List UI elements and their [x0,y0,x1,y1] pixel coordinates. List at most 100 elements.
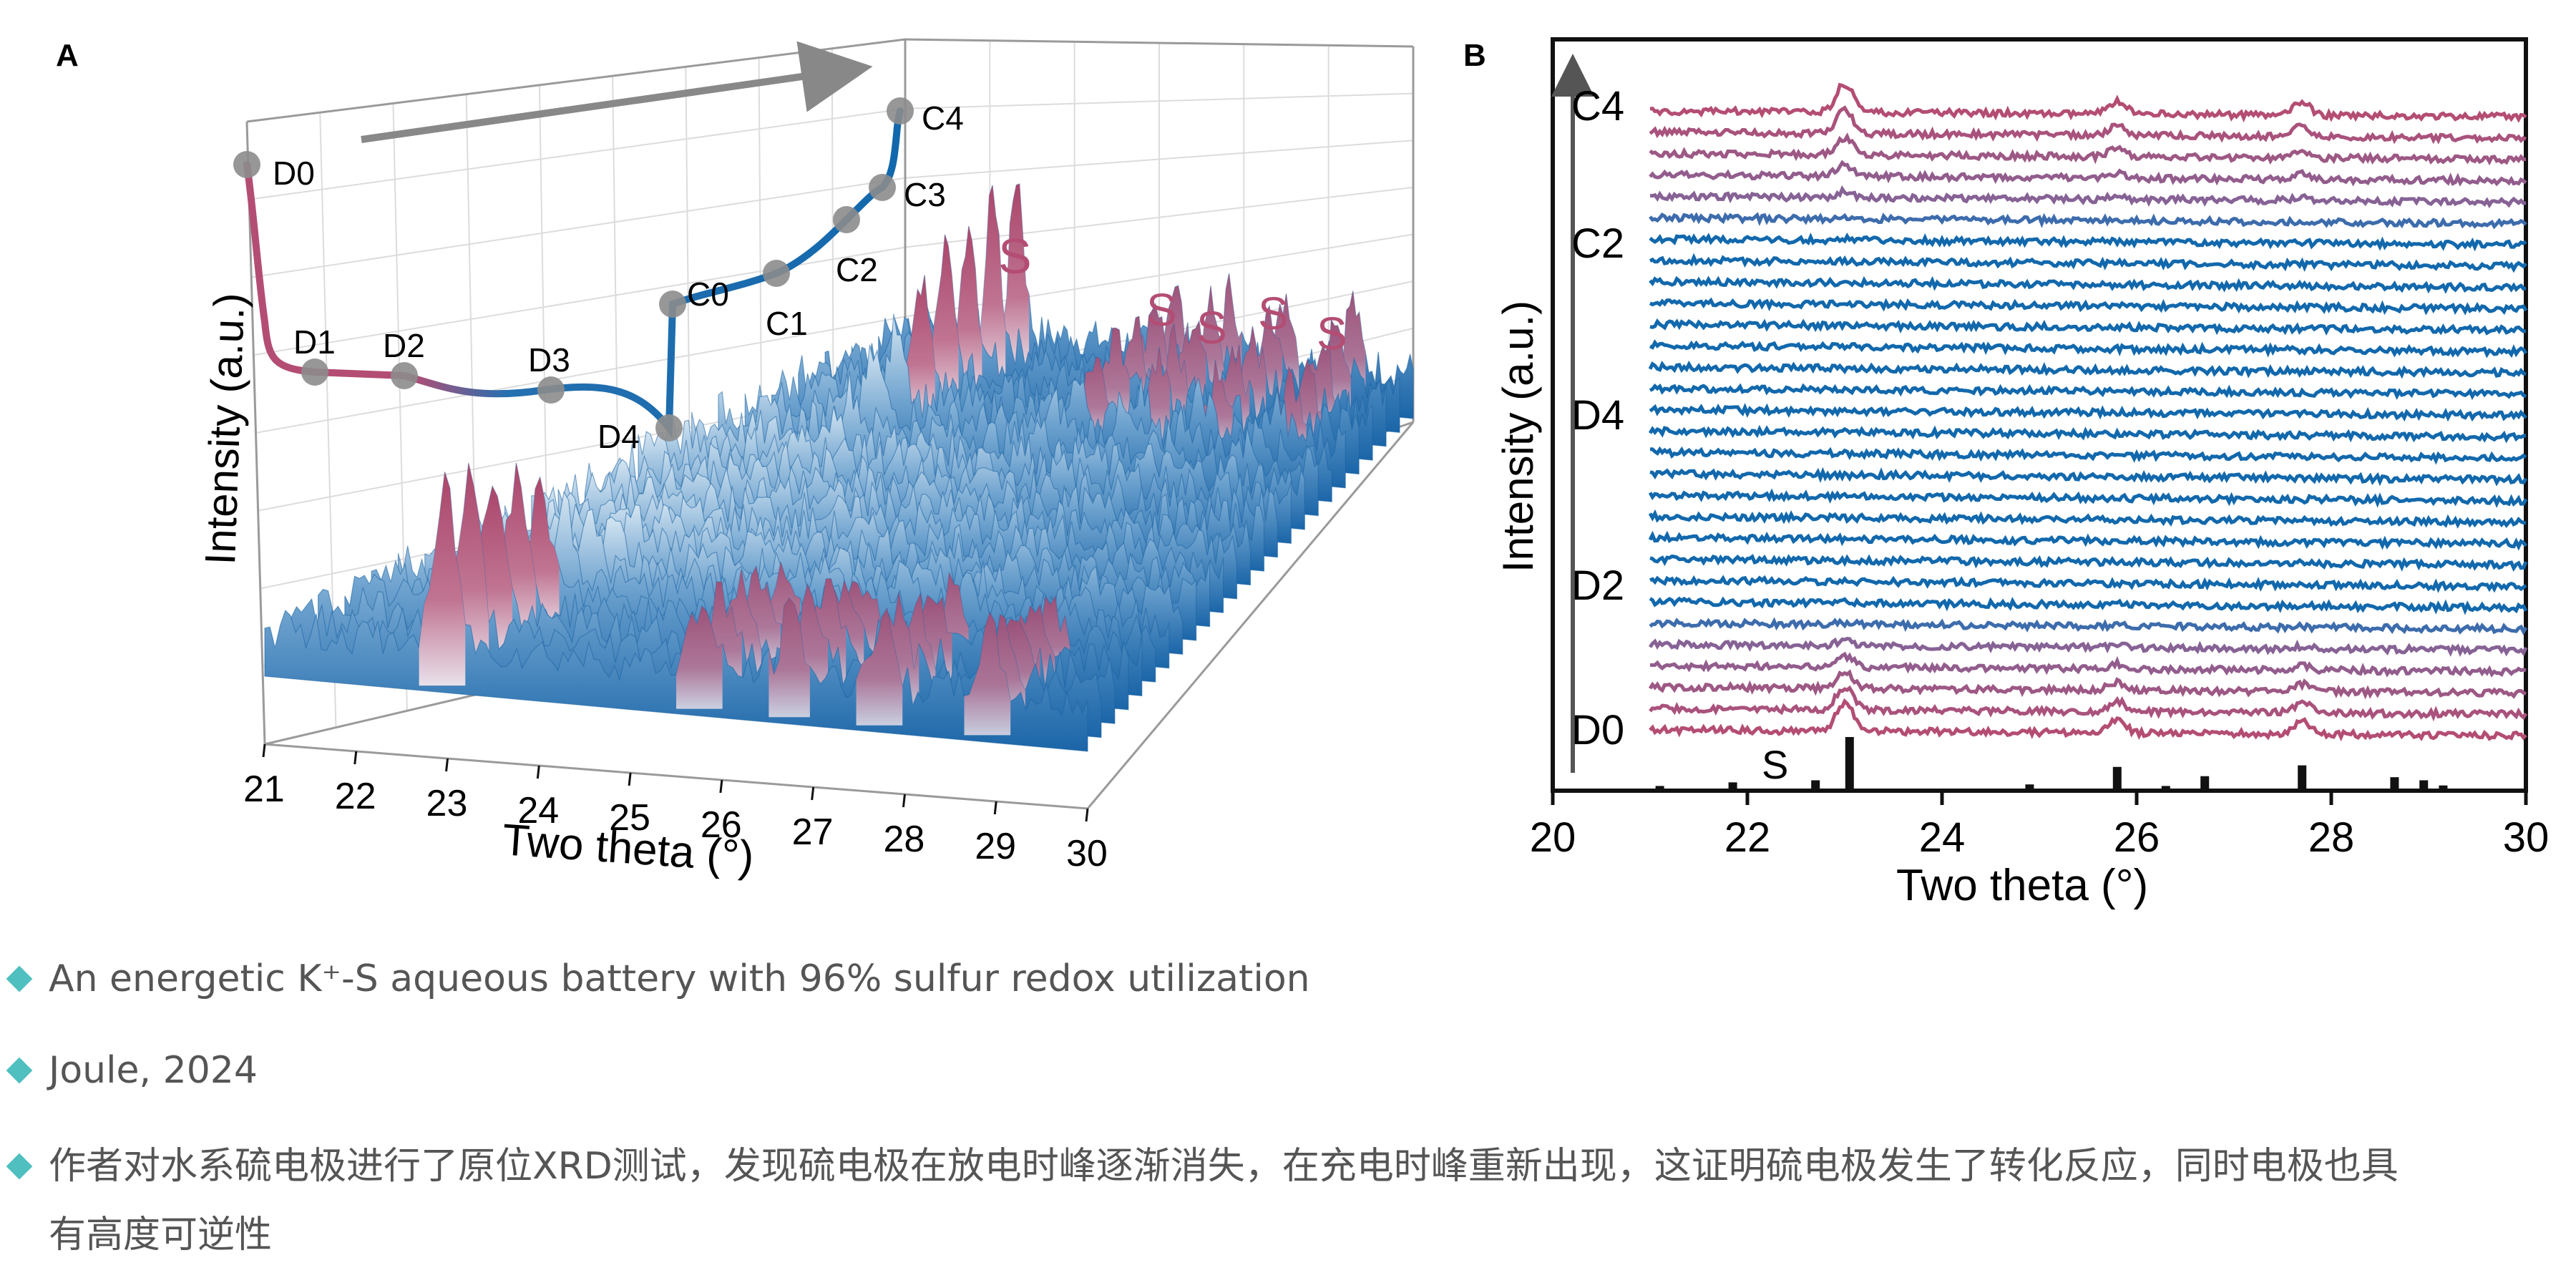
point-c3 [869,174,896,201]
xrd-trace [1650,578,2526,589]
caption-text: Joule, 2024 [49,1036,2553,1105]
point-label-d3: D3 [528,341,570,379]
reference-stick [2298,766,2306,789]
x-tick-label: 28 [883,819,924,860]
x-tick-label: 22 [335,776,376,817]
panel-a-letter: A [56,38,79,73]
diamond-icon [6,966,33,992]
xrd-trace [1650,189,2526,205]
x-tick-label: 22 [1724,814,1771,861]
sulfur-peak-label: S [1317,308,1347,359]
xrd-trace [1650,673,2526,696]
xrd-trace [1650,236,2526,248]
trace-label-d4: D4 [1571,392,1624,439]
reference-stick [2113,767,2122,789]
point-c0 [659,291,686,318]
x-tick-label: 27 [792,811,834,853]
trace-label-d2: D2 [1571,562,1624,609]
xrd-trace [1650,599,2526,611]
x-tick-label: 30 [1066,833,1108,874]
reference-stick [2162,786,2170,789]
reference-stick [2390,777,2399,789]
panel-b-ylabel: Intensity (a.u.) [1494,301,1542,572]
xrd-trace [1650,471,2526,482]
xrd-trace [1650,654,2526,674]
xrd-trace [1650,215,2526,226]
x-tick-label: 20 [1530,814,1576,861]
sulfur-peak-label: S [998,228,1032,284]
point-label-d1: D1 [293,323,336,361]
x-tick-label: 26 [2114,814,2160,861]
x-tick-label: 23 [426,783,468,824]
xrd-trace [1650,535,2526,546]
caption-text: 有高度可逆性 [49,1201,2553,1269]
reference-stick [1729,782,1737,789]
xrd-trace [1650,321,2526,333]
point-d3 [537,376,565,404]
reference-stick [1811,780,1820,789]
xrd-trace [1650,493,2526,504]
point-d0 [233,151,260,178]
point-d1 [301,358,328,386]
point-c1 [763,260,790,287]
reference-stick [2439,786,2447,789]
x-tick-label: 29 [975,826,1016,867]
trace-label-d0: D0 [1571,707,1624,753]
panel-b-letter: B [1463,38,1486,73]
reference-stick [2025,784,2034,789]
reference-stick [1845,737,1854,789]
point-d2 [391,362,418,389]
point-label-d0: D0 [273,155,315,192]
xrd-trace [1650,279,2526,291]
caption-text: An energetic K⁺-S aqueous battery with 9… [49,945,2553,1013]
xrd-trace [1650,407,2526,419]
x-tick-label: 30 [2503,814,2550,861]
diamond-icon [6,1058,33,1084]
xrd-trace [1650,301,2526,312]
trace-label-c4: C4 [1571,83,1624,130]
reference-stick [1656,786,1664,789]
xrd-trace [1650,364,2526,376]
xrd-trace [1650,258,2526,269]
xrd-trace [1650,514,2526,525]
xrd-trace [1650,386,2526,396]
sulfur-peak-label: S [1196,302,1227,353]
panel-b-xlabel: Two theta (°) [1896,861,2148,910]
xrd-trace [1650,557,2526,568]
progress-arrow [361,72,837,140]
x-tick-label: 21 [243,769,285,810]
point-label-c2: C2 [836,251,878,288]
point-label-c1: C1 [766,305,808,342]
reference-stick [2419,780,2428,789]
xrd-trace [1650,449,2526,461]
panel-b: B S C4 C2 D4 D2 D0 20 22 24 26 28 30 Two theta (°… [1463,38,2549,910]
caption-text: 作者对水系硫电极进行了原位XRD测试，发现硫电极在放电时峰逐渐消失，在充电时峰重… [49,1132,2553,1201]
xrd-trace [1650,701,2526,738]
diamond-icon [6,1153,33,1180]
reference-stick [2200,776,2209,789]
point-label-d2: D2 [383,327,425,364]
panel-b-ticks: 20 22 24 26 28 30 [1530,791,2550,861]
sulfur-peak-label: S [1258,288,1289,339]
panel-a-ylabel: Intensity (a.u.) [196,292,253,565]
point-c2 [833,206,860,233]
x-tick-label: 24 [1919,814,1966,861]
reference-label: S [1762,742,1788,787]
trace-labels: C4 C2 D4 D2 D0 [1571,83,1624,753]
sulfur-peak-label: S [1146,284,1177,336]
xrd-trace [1650,639,2526,653]
point-label-c3: C3 [904,176,946,213]
point-label-c0: C0 [687,275,729,313]
xrd-trace [1650,162,2526,183]
point-c4 [887,97,914,125]
point-d4 [655,414,683,441]
xrd-trace [1650,428,2526,439]
x-tick-label: 28 [2308,814,2355,861]
point-label-c4: C4 [922,99,964,137]
xrd-trace [1650,85,2526,119]
trace-label-c2: C2 [1571,220,1624,267]
xrd-trace [1650,620,2526,632]
xrd-trace [1650,343,2526,354]
